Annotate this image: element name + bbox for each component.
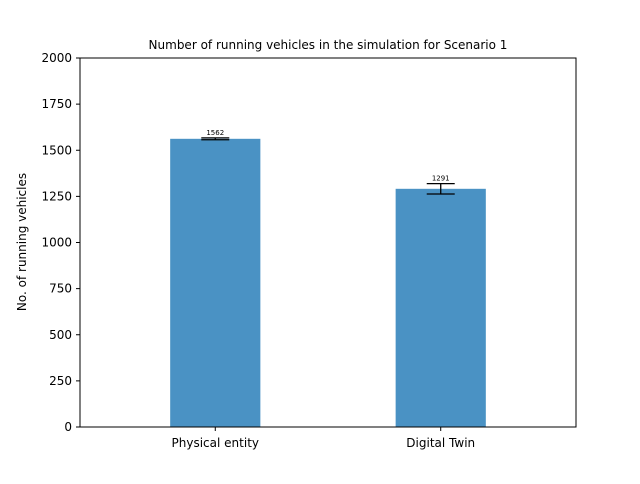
y-tick-label-5: 1250 [41,189,72,203]
chart-title: Number of running vehicles in the simula… [149,38,508,52]
x-axis: Physical entity Digital Twin [172,427,475,450]
bars-group [170,138,486,427]
x-tick-label-0: Physical entity [172,436,259,450]
y-tick-label-1: 250 [49,374,72,388]
data-label-1: 1291 [432,175,450,183]
y-tick-label-4: 1000 [41,236,72,250]
bar-1 [395,188,486,427]
y-tick-label-6: 1500 [41,143,72,157]
y-tick-label-0: 0 [64,420,72,434]
data-labels-group: 1562 1291 [206,129,449,183]
data-label-0: 1562 [206,129,224,137]
x-tick-label-1: Digital Twin [406,436,475,450]
y-tick-label-7: 1750 [41,97,72,111]
y-axis: 0 250 500 750 1000 1250 1500 1750 2000 [41,51,80,434]
y-tick-label-3: 750 [49,282,72,296]
plot-frame [79,57,577,428]
y-axis-label: No. of running vehicles [15,173,29,311]
error-bars-group [201,137,455,195]
y-tick-label-8: 2000 [41,51,72,65]
bar-0 [170,138,261,427]
y-tick-label-2: 500 [49,328,72,342]
